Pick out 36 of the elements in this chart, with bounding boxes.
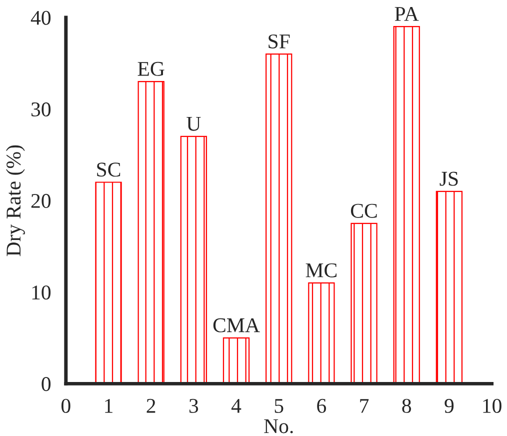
x-tick-label: 7 bbox=[360, 399, 369, 413]
x-tick-label: 8 bbox=[402, 398, 412, 413]
x-tick-label: 4 bbox=[231, 399, 242, 413]
x-tick-label: 10 bbox=[483, 398, 502, 413]
y-tick-label: 10 bbox=[32, 285, 51, 300]
x-tick-label: 3 bbox=[189, 398, 198, 413]
annotation: CMA bbox=[213, 318, 260, 332]
bar bbox=[393, 26, 420, 384]
annotation: JS bbox=[440, 172, 458, 186]
bar bbox=[222, 337, 250, 384]
bar bbox=[180, 136, 208, 384]
annotation: EG bbox=[138, 62, 164, 76]
x-tick-label: 6 bbox=[317, 398, 326, 413]
y-tick-label: 30 bbox=[31, 102, 51, 116]
bar bbox=[95, 182, 122, 384]
y-axis-title: Dry Rate (%) bbox=[6, 145, 25, 256]
annotation: PA bbox=[394, 7, 419, 21]
x-tick-label: 5 bbox=[274, 399, 284, 413]
bar bbox=[266, 54, 292, 384]
annotation: SC bbox=[97, 162, 120, 177]
annotation: SF bbox=[268, 34, 290, 48]
bar bbox=[308, 282, 335, 384]
x-tick-label: 2 bbox=[146, 398, 156, 413]
x-tick-label: 0 bbox=[61, 398, 70, 413]
y-tick-label: 0 bbox=[42, 377, 51, 392]
x-tick-label: 9 bbox=[444, 398, 454, 413]
x-tick-label: 1 bbox=[105, 398, 112, 413]
y-tick-label: 40 bbox=[30, 10, 51, 25]
bar bbox=[436, 190, 463, 384]
bar bbox=[350, 222, 378, 384]
annotation: MC bbox=[306, 263, 336, 278]
bar bbox=[138, 80, 164, 384]
annotation: U bbox=[186, 117, 201, 131]
x-axis-title: No. bbox=[264, 419, 293, 434]
y-tick-label: 20 bbox=[31, 194, 51, 208]
annotation: CC bbox=[350, 204, 377, 218]
